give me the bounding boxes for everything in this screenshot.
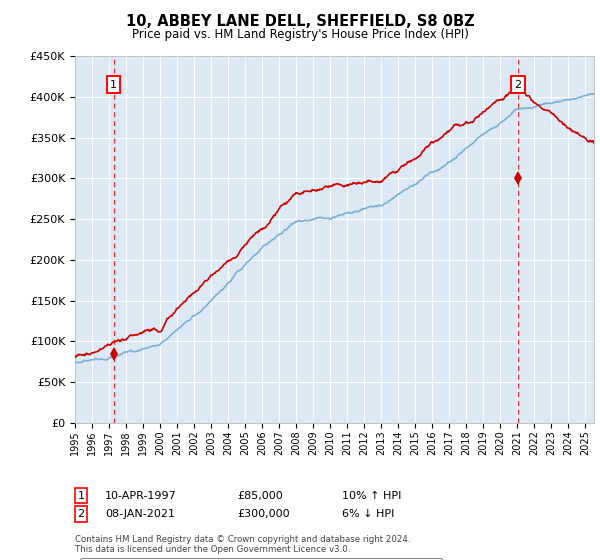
Text: 10% ↑ HPI: 10% ↑ HPI [342, 491, 401, 501]
Text: 2: 2 [514, 80, 521, 90]
Legend: 10, ABBEY LANE DELL, SHEFFIELD, S8 0BZ (detached house), HPI: Average price, det: 10, ABBEY LANE DELL, SHEFFIELD, S8 0BZ (… [80, 558, 442, 560]
Text: £300,000: £300,000 [237, 509, 290, 519]
Text: £85,000: £85,000 [237, 491, 283, 501]
Text: Contains HM Land Registry data © Crown copyright and database right 2024.
This d: Contains HM Land Registry data © Crown c… [75, 535, 410, 554]
Text: 08-JAN-2021: 08-JAN-2021 [105, 509, 175, 519]
Text: 2: 2 [77, 509, 85, 519]
Text: 1: 1 [110, 80, 117, 90]
Text: Price paid vs. HM Land Registry's House Price Index (HPI): Price paid vs. HM Land Registry's House … [131, 28, 469, 41]
Text: 1: 1 [77, 491, 85, 501]
Text: 10-APR-1997: 10-APR-1997 [105, 491, 177, 501]
Text: 6% ↓ HPI: 6% ↓ HPI [342, 509, 394, 519]
Text: 10, ABBEY LANE DELL, SHEFFIELD, S8 0BZ: 10, ABBEY LANE DELL, SHEFFIELD, S8 0BZ [125, 14, 475, 29]
